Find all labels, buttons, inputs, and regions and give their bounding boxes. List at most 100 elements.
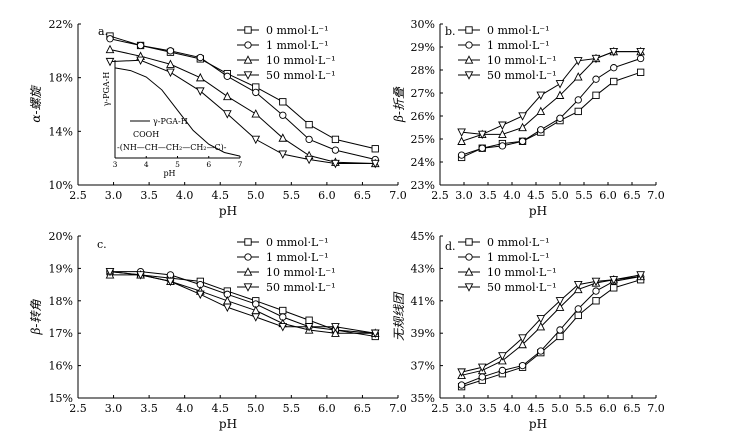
data-point [331, 146, 340, 154]
y-tick-label: 28% [411, 64, 435, 77]
data-point [536, 106, 546, 116]
data-point [279, 111, 287, 119]
inset-y-title: γ-PGA-H [102, 72, 111, 107]
data-point [278, 150, 288, 159]
data-point [498, 129, 507, 139]
legend-marker [465, 253, 473, 261]
series-line [461, 276, 641, 386]
data-point [536, 321, 546, 331]
x-tick-label: 6.0 [599, 189, 617, 202]
data-point [304, 155, 314, 165]
legend-label: 1 mmol·L⁻¹ [487, 251, 550, 264]
x-tick-label: 7.0 [389, 189, 407, 202]
x-tick-label: 3.0 [105, 189, 123, 202]
data-point [556, 326, 564, 334]
panel-label: c. [97, 238, 107, 251]
inset-legend-label: γ-PGA-H [153, 117, 188, 126]
data-point [478, 144, 486, 152]
panel-label: d. [445, 240, 456, 253]
data-point [195, 72, 205, 82]
data-point [477, 363, 487, 373]
data-point [223, 72, 231, 80]
data-point [252, 88, 260, 97]
data-point [222, 110, 232, 119]
x-tick-label: 7.0 [389, 402, 407, 415]
y-tick-label: 10% [49, 179, 73, 192]
legend-label: 50 mmol·L⁻¹ [487, 69, 557, 82]
x-tick-label: 5.0 [551, 189, 569, 202]
x-tick-label: 4.5 [527, 189, 545, 202]
data-point [555, 297, 565, 306]
series-line [461, 279, 641, 388]
series-line [461, 58, 641, 156]
x-tick-label: 7.0 [647, 189, 665, 202]
x-tick-label: 6.5 [354, 189, 372, 202]
data-point [251, 109, 261, 118]
data-point [331, 135, 340, 144]
data-point [537, 347, 545, 355]
series-3 [105, 56, 380, 169]
data-point [537, 126, 545, 134]
data-point [555, 302, 565, 311]
data-point [591, 277, 601, 287]
legend-marker [465, 26, 473, 34]
legend-label: 50 mmol·L⁻¹ [266, 281, 336, 294]
x-axis-title: pH [529, 204, 547, 218]
data-point [592, 91, 600, 99]
chart-panel-b: 2.5 3.0 3.5 4.0 4.5 5.0 5.5 6.0 6.5 7.0 23% 24% 25% 2… [392, 18, 665, 218]
inset-chart: 3 4 5 6 7 pH γ-PGA-H γ-PGA-H COOH -(NH—CH—CH₂—CH₂… [102, 60, 243, 178]
data-point [592, 287, 600, 295]
data-point [279, 98, 287, 106]
data-point [574, 305, 582, 313]
legend-marker [464, 267, 474, 276]
data-point [370, 159, 380, 169]
data-point [457, 368, 466, 377]
y-tick-label: 37% [411, 360, 435, 373]
legend-label: 50 mmol·L⁻¹ [487, 281, 557, 294]
x-tick-label: 3.5 [140, 189, 158, 202]
data-point [251, 135, 261, 145]
legend-label: 1 mmol·L⁻¹ [266, 39, 329, 52]
data-point [518, 137, 527, 145]
x-tick-label: 5.5 [575, 189, 593, 202]
y-axis-title: α-螺旋 [29, 84, 43, 122]
data-point [331, 328, 340, 337]
x-tick-label: 6.0 [318, 189, 336, 202]
y-tick-label: 16% [49, 360, 73, 373]
legend-label: 0 mmol·L⁻¹ [266, 24, 329, 37]
series-line [110, 271, 376, 334]
x-tick-label: 2.5 [69, 402, 87, 415]
y-tick-label: 27% [411, 87, 435, 100]
legend-label: 10 mmol·L⁻¹ [487, 266, 557, 279]
data-point [370, 329, 380, 338]
series-line [109, 38, 376, 160]
data-point [457, 128, 466, 137]
y-tick-label: 29% [411, 41, 435, 54]
data-point [305, 135, 313, 144]
data-point [609, 276, 619, 285]
data-point [573, 57, 583, 66]
legend-label: 0 mmol·L⁻¹ [487, 236, 550, 249]
x-axis-title: pH [219, 204, 237, 218]
data-point [278, 323, 288, 332]
data-point [574, 96, 582, 104]
data-point [136, 56, 145, 66]
chart-panel-d: 2.5 3.0 3.5 4.0 4.5 5.0 5.5 6.0 6.5 7.0 35% 37% 39% 4… [392, 230, 665, 431]
y-axis-title: β-折叠 [392, 86, 406, 123]
chart-panel-c: 2.5 3.0 3.5 4.0 4.5 5.0 5.5 6.0 6.5 7.0 15% 16% 17% 1… [29, 230, 407, 431]
legend-marker [243, 283, 253, 292]
data-point [457, 136, 466, 145]
x-tick-label: 6.0 [318, 402, 336, 415]
legend-label: 10 mmol·L⁻¹ [266, 54, 336, 67]
legend-label: 10 mmol·L⁻¹ [487, 54, 557, 67]
data-point [518, 339, 527, 349]
legend-marker [244, 41, 252, 49]
data-point [556, 114, 564, 122]
data-point [278, 133, 288, 142]
y-tick-label: 25% [411, 133, 435, 146]
data-point [477, 130, 487, 140]
data-point [331, 323, 340, 332]
inset-x-title: pH [163, 169, 175, 178]
data-point [106, 35, 114, 43]
inset-x-tick-label: 3 [113, 160, 118, 169]
